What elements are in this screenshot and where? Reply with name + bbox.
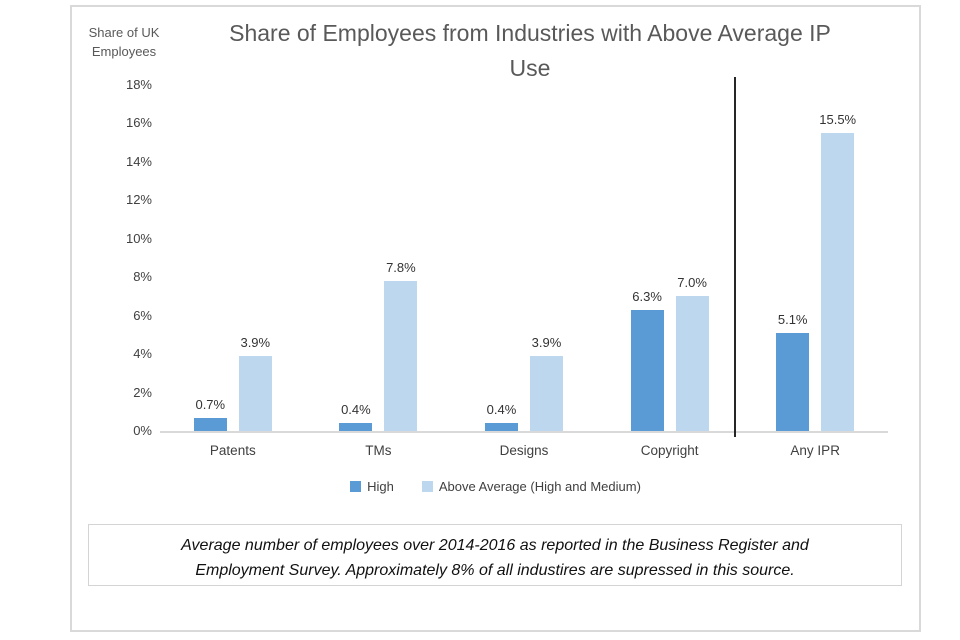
chart-legend: High Above Average (High and Medium) — [72, 479, 919, 494]
data-label-above-average-high-and-medium-designs: 3.9% — [531, 335, 562, 351]
y-axis: 18% 16% 14% 12% 10% 8% 6% 4% 2% 0% — [72, 77, 152, 438]
x-axis-label-designs: Designs — [499, 443, 549, 458]
bar-above-average-high-and-medium-tms — [384, 281, 418, 431]
data-label-high-any-ipr: 5.1% — [777, 311, 808, 327]
y-tick-label-6: 6% — [133, 307, 152, 323]
bar-high-copyright — [630, 309, 664, 431]
bar-above-average-high-and-medium-copyright — [675, 296, 709, 431]
data-label-high-copyright: 6.3% — [632, 288, 662, 304]
data-label-high-tms: 0.4% — [341, 402, 371, 418]
y-tick-label-2: 2% — [133, 384, 152, 400]
data-label-above-average-high-and-medium-tms: 7.8% — [386, 260, 416, 276]
category-separator-line — [734, 77, 737, 437]
chart-title-line1: Share of Employees from Industries with … — [229, 20, 831, 46]
data-label-high-patents: 0.7% — [195, 396, 226, 412]
y-tick-label-16: 16% — [125, 115, 152, 131]
plot-area: 0.7% 3.9% Patents 0.4% 7.8% TMs 0.4% 3.9% Design… — [160, 77, 888, 458]
legend-label-high: High — [367, 479, 394, 494]
data-label-high-designs: 0.4% — [486, 402, 517, 418]
legend-swatch-high-icon — [350, 481, 362, 492]
legend-item-high: High — [350, 479, 394, 494]
y-tick-label-4: 4% — [133, 346, 152, 362]
data-label-above-average-high-and-medium-patents: 3.9% — [240, 335, 271, 351]
bar-high-tms — [339, 423, 373, 431]
bar-above-average-high-and-medium-patents — [238, 356, 272, 431]
footnote-line2: Employment Survey. Approximately 8% of a… — [195, 562, 795, 579]
data-label-above-average-high-and-medium-any-ipr: 15.5% — [819, 112, 857, 128]
x-axis-label-tms: TMs — [365, 443, 392, 458]
footnote-box: Average number of employees over 2014-20… — [88, 524, 902, 586]
y-tick-label-12: 12% — [125, 192, 152, 208]
x-axis-label-copyright: Copyright — [640, 443, 699, 458]
y-tick-label-14: 14% — [125, 153, 152, 169]
x-axis-label-any-ipr: Any IPR — [790, 443, 840, 458]
bar-high-any-ipr — [776, 332, 810, 431]
y-tick-label-0: 0% — [133, 423, 152, 438]
x-axis-label-patents: Patents — [209, 443, 256, 458]
y-axis-title: Share of UK Employees — [74, 23, 174, 61]
legend-label-above-average: Above Average (High and Medium) — [438, 479, 641, 494]
data-label-above-average-high-and-medium-copyright: 7.0% — [677, 275, 707, 291]
y-axis-title-line1: Share of UK — [88, 25, 160, 40]
y-tick-label-18: 18% — [125, 77, 152, 92]
chart-figure: Share of UK Employees Share of Employees… — [70, 5, 921, 632]
bar-high-designs — [485, 423, 518, 431]
bar-above-average-high-and-medium-designs — [530, 356, 563, 431]
footnote-line1: Average number of employees over 2014-20… — [181, 537, 809, 554]
y-axis-title-line2: Employees — [91, 44, 157, 59]
bar-above-average-high-and-medium-any-ipr — [821, 133, 855, 431]
chart-title: Share of Employees from Industries with … — [172, 16, 888, 86]
y-tick-label-8: 8% — [133, 269, 152, 285]
legend-swatch-above-average-icon — [421, 481, 433, 492]
legend-item-above-average: Above Average (High and Medium) — [421, 479, 641, 494]
bar-high-patents — [193, 417, 227, 431]
y-tick-label-10: 10% — [125, 230, 152, 246]
chart-title-line2: Use — [509, 55, 551, 81]
